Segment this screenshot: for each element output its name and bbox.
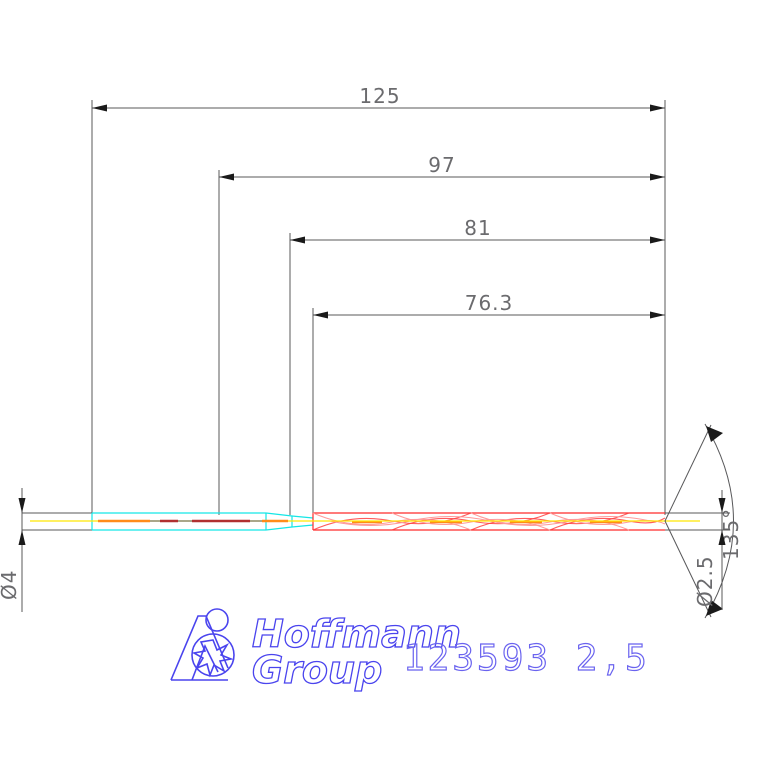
dimension-length-97: 97 [218, 153, 665, 515]
dimension-label-97: 97 [428, 153, 455, 177]
hoffmann-group-logo: Hoffmann Group [170, 608, 462, 693]
dimension-label-125: 125 [359, 84, 400, 108]
point-angle-annotation: 135° [664, 423, 743, 619]
dimension-label-81: 81 [464, 216, 491, 240]
arrowhead-left-125 [92, 104, 107, 112]
drill-bit-body [30, 512, 700, 531]
logo-gear-circle [191, 633, 235, 677]
arrowhead-top-dia4 [18, 498, 26, 513]
dimension-length-76-3: 76.3 [312, 291, 665, 515]
angle-label-135: 135° [719, 508, 743, 560]
arrowhead-right-97 [650, 173, 665, 181]
part-number-label: 123593 2,5 [403, 638, 650, 679]
arrowhead-left-97 [219, 173, 234, 181]
dimension-length-81: 81 [289, 216, 665, 515]
arrowhead-bottom-dia25 [718, 530, 726, 545]
cutting-diameter-annotation: Ø2.5 [665, 490, 730, 610]
arrowhead-left-81 [290, 236, 305, 244]
angle-leg-lower [664, 520, 712, 618]
dimension-shank-diameter: Ø4 [0, 488, 95, 612]
arrowhead-angle-lower [706, 600, 723, 616]
arrowhead-right-81 [650, 236, 665, 244]
arrowhead-angle-upper [706, 426, 723, 442]
logo-head-circle [205, 608, 229, 632]
angle-leg-upper [664, 424, 712, 522]
logo-text-hoffmann: Hoffmann [252, 612, 461, 656]
arrowhead-right-125 [650, 104, 665, 112]
arrowhead-left-76-3 [313, 311, 328, 319]
dimension-overall-length: 125 [91, 84, 666, 515]
logo-text-group: Group [252, 648, 382, 692]
dimension-label-dia4: Ø4 [0, 570, 21, 600]
logo-star-burst [191, 639, 234, 678]
logo-figure-mark [170, 608, 235, 681]
arrowhead-right-76-3 [650, 311, 665, 319]
arrowhead-top-dia25 [718, 498, 726, 513]
dimension-label-76-3: 76.3 [465, 291, 514, 315]
arrowhead-bottom-dia4 [18, 530, 26, 545]
angle-arc-curve [704, 423, 734, 619]
taper-bottom-edge [265, 524, 314, 531]
logo-triangle-left [170, 615, 229, 681]
diameter-label-dia25: Ø2.5 [693, 555, 717, 607]
